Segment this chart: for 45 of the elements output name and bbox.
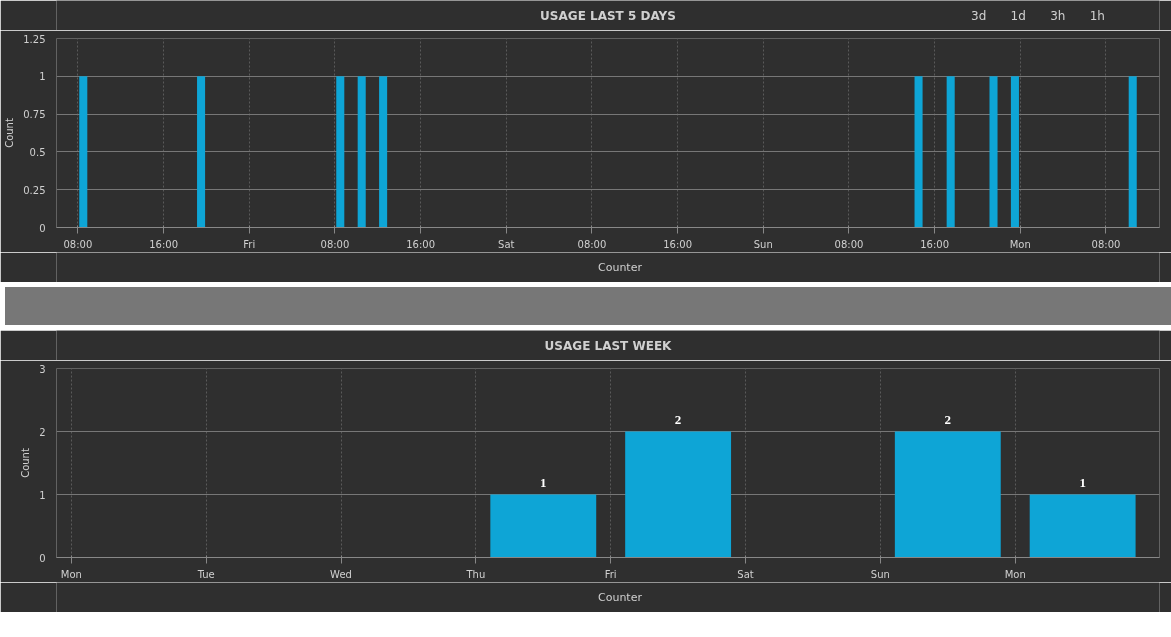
text: 1h [1089, 8, 1105, 23]
x-tick-label: Sat [737, 568, 754, 580]
chart-title: USAGE LAST 5 DAYS [540, 8, 676, 23]
text: 1d [1010, 8, 1026, 23]
x-tick-label: 08:00 [320, 238, 350, 250]
x-tick-label: Mon [60, 568, 82, 580]
x-tick-label: Sat [498, 238, 515, 250]
text: Counter [598, 260, 642, 274]
y-axis-title: Count [20, 448, 32, 478]
x-tick-label: Thu [465, 568, 486, 580]
data-label: 1 [540, 474, 547, 490]
x-tick-label: 16:00 [920, 238, 950, 250]
y-tick-label: 2 [39, 426, 46, 438]
text: 3d [971, 8, 987, 23]
x-tick-label: Mon [1004, 568, 1026, 580]
x-tick-label: Sun [870, 568, 890, 580]
x-tick-label: Tue [196, 568, 215, 580]
x-tick-label: Mon [1009, 238, 1031, 250]
text: Counter [598, 590, 642, 604]
y-tick-label: 0 [39, 552, 46, 564]
x-tick-label: 08:00 [834, 238, 864, 250]
chart-title: USAGE LAST WEEK [544, 338, 673, 353]
x-tick-label: 08:00 [1091, 238, 1121, 250]
x-tick-label: 16:00 [663, 238, 693, 250]
text: 3h [1050, 8, 1066, 23]
x-tick-label: 16:00 [406, 238, 436, 250]
x-tick-label: 08:00 [577, 238, 607, 250]
y-tick-label: 0 [39, 222, 46, 234]
data-label: 2 [674, 411, 682, 427]
x-tick-label: Fri [604, 568, 617, 580]
y-tick-label: 0.25 [23, 184, 46, 196]
y-tick-label: 0.5 [29, 146, 46, 158]
x-tick-label: Sun [753, 238, 773, 250]
y-tick-label: 1.25 [23, 33, 46, 45]
y-tick-label: 1 [39, 489, 46, 501]
data-label: 1 [1079, 474, 1086, 490]
y-tick-label: 1 [39, 71, 46, 83]
y-tick-label: 3 [39, 363, 46, 375]
x-tick-label: Wed [330, 568, 352, 580]
x-tick-label: 08:00 [63, 238, 93, 250]
x-tick-label: 16:00 [149, 238, 179, 250]
data-label: 2 [944, 411, 952, 427]
y-tick-label: 0.75 [23, 109, 46, 121]
y-axis-title: Count [4, 118, 16, 148]
x-tick-label: Fri [243, 238, 256, 250]
